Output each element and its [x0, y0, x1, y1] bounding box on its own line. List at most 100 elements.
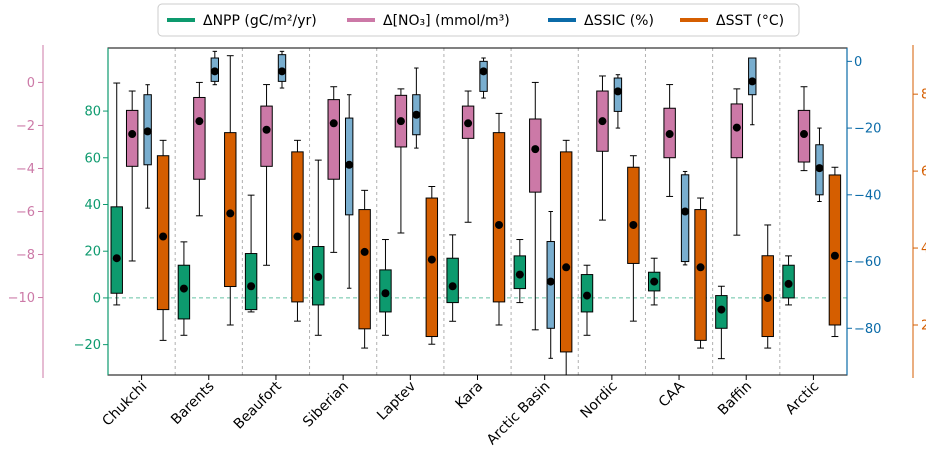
- box-npp-caa: [647, 257, 661, 306]
- x-tick-label: Arctic: [783, 379, 822, 418]
- category-separators: [174, 48, 781, 375]
- median-dot: [360, 247, 369, 256]
- legend: ΔNPP (gC/m²/yr) Δ[NO₃] (mmol/m³) ΔSSIC (%)…: [157, 3, 800, 37]
- median-dot: [247, 282, 256, 291]
- median-dot: [515, 270, 524, 279]
- box-iqr: [559, 151, 573, 353]
- box-npp-laptev: [379, 239, 392, 336]
- box-iqr: [694, 209, 707, 341]
- box-no3-laptev: [394, 88, 408, 234]
- box-iqr: [529, 118, 542, 193]
- box-npp-nordic: [580, 264, 594, 336]
- x-tick-label: CAA: [656, 378, 688, 410]
- box-npp-barents: [177, 241, 191, 336]
- median-dot: [143, 127, 152, 136]
- tick-label: 0: [854, 55, 862, 70]
- box-no3-barents: [193, 81, 206, 217]
- median-dot: [732, 123, 741, 132]
- box-npp-arctic-basin: [513, 239, 527, 304]
- tick-label: −80: [854, 322, 881, 337]
- x-tick-label: Laptev: [374, 379, 419, 424]
- median-dot: [381, 289, 390, 298]
- box-ssic-laptev: [412, 67, 421, 149]
- median-dot: [128, 130, 137, 139]
- median-dot: [396, 117, 405, 126]
- tick-label: 60: [84, 151, 101, 166]
- box-iqr: [446, 257, 459, 304]
- box-sst-laptev: [425, 185, 439, 345]
- median-dot: [665, 130, 674, 139]
- median-dot: [696, 263, 705, 272]
- median-dot: [262, 125, 271, 134]
- box-iqr: [479, 60, 488, 92]
- median-dot: [329, 119, 338, 128]
- tick-label: −6: [16, 205, 35, 220]
- tick-label: −2: [16, 119, 35, 134]
- tick-label: 0: [93, 291, 101, 306]
- median-dot: [479, 67, 488, 76]
- median-dot: [546, 277, 555, 286]
- median-dot: [583, 291, 592, 300]
- box-ssic-barents: [210, 50, 220, 86]
- box-npp-chukchi: [110, 82, 123, 306]
- box-sst-kara: [492, 112, 506, 326]
- legend-entry: ΔSST (°C): [680, 13, 784, 29]
- box-no3-kara: [461, 90, 475, 223]
- median-dot: [650, 277, 659, 286]
- tick-label: −40: [854, 188, 881, 203]
- median-dot: [629, 220, 638, 229]
- box-no3-beaufort: [260, 84, 273, 266]
- box-sst-beaufort: [291, 139, 304, 322]
- median-dot: [531, 145, 540, 154]
- box-ssic-nordic: [613, 74, 623, 129]
- box-iqr: [244, 253, 258, 311]
- median-dot: [412, 110, 421, 119]
- box-iqr: [680, 174, 690, 263]
- median-dot: [427, 255, 436, 264]
- median-dot: [345, 160, 354, 169]
- median-dot: [210, 67, 219, 76]
- tick-label: 0: [27, 76, 35, 91]
- box-no3-nordic: [596, 75, 609, 221]
- box-no3-arctic: [797, 86, 811, 172]
- x-tick-label: Siberian: [300, 379, 352, 431]
- box-no3-siberian: [327, 86, 340, 253]
- axis-npp: −20 0 20 40 60 80: [74, 48, 109, 375]
- box-iqr: [828, 174, 842, 326]
- box-ssic-beaufort: [277, 50, 287, 89]
- box-sst-arctic: [828, 166, 842, 338]
- box-npp-arctic: [782, 255, 795, 306]
- tick-label: −20: [854, 122, 881, 137]
- tick-label: −60: [854, 255, 881, 270]
- median-dot: [314, 272, 323, 281]
- median-dot: [763, 294, 772, 303]
- box-no3-caa: [663, 84, 676, 197]
- legend-label: ΔSSIC (%): [584, 13, 654, 29]
- x-tick-label: Beaufort: [231, 378, 285, 432]
- median-dot: [179, 284, 188, 293]
- median-dot: [226, 209, 235, 218]
- median-dot: [159, 232, 168, 241]
- box-npp-siberian: [312, 159, 325, 336]
- legend-label: ΔNPP (gC/m²/yr): [203, 13, 317, 29]
- box-iqr: [748, 57, 757, 96]
- box-no3-baffin: [730, 88, 744, 236]
- tick-label: −8: [16, 248, 35, 263]
- legend-frame: [157, 3, 800, 37]
- tick-label: 80: [84, 105, 101, 120]
- box-iqr: [425, 197, 439, 338]
- box-iqr: [627, 166, 640, 264]
- median-dot: [748, 77, 757, 86]
- median-dot: [112, 254, 121, 263]
- tick-label: 2: [921, 318, 926, 333]
- tick-label: −20: [74, 338, 101, 353]
- box-sst-nordic: [627, 155, 640, 322]
- x-tick-label: Barents: [168, 379, 217, 428]
- median-dot: [278, 67, 287, 76]
- x-tick-label: Arctic Basin: [484, 379, 554, 449]
- box-ssic-caa: [680, 170, 690, 266]
- box-iqr: [492, 132, 506, 303]
- box-iqr: [327, 99, 340, 180]
- box-ssic-baffin: [748, 57, 757, 126]
